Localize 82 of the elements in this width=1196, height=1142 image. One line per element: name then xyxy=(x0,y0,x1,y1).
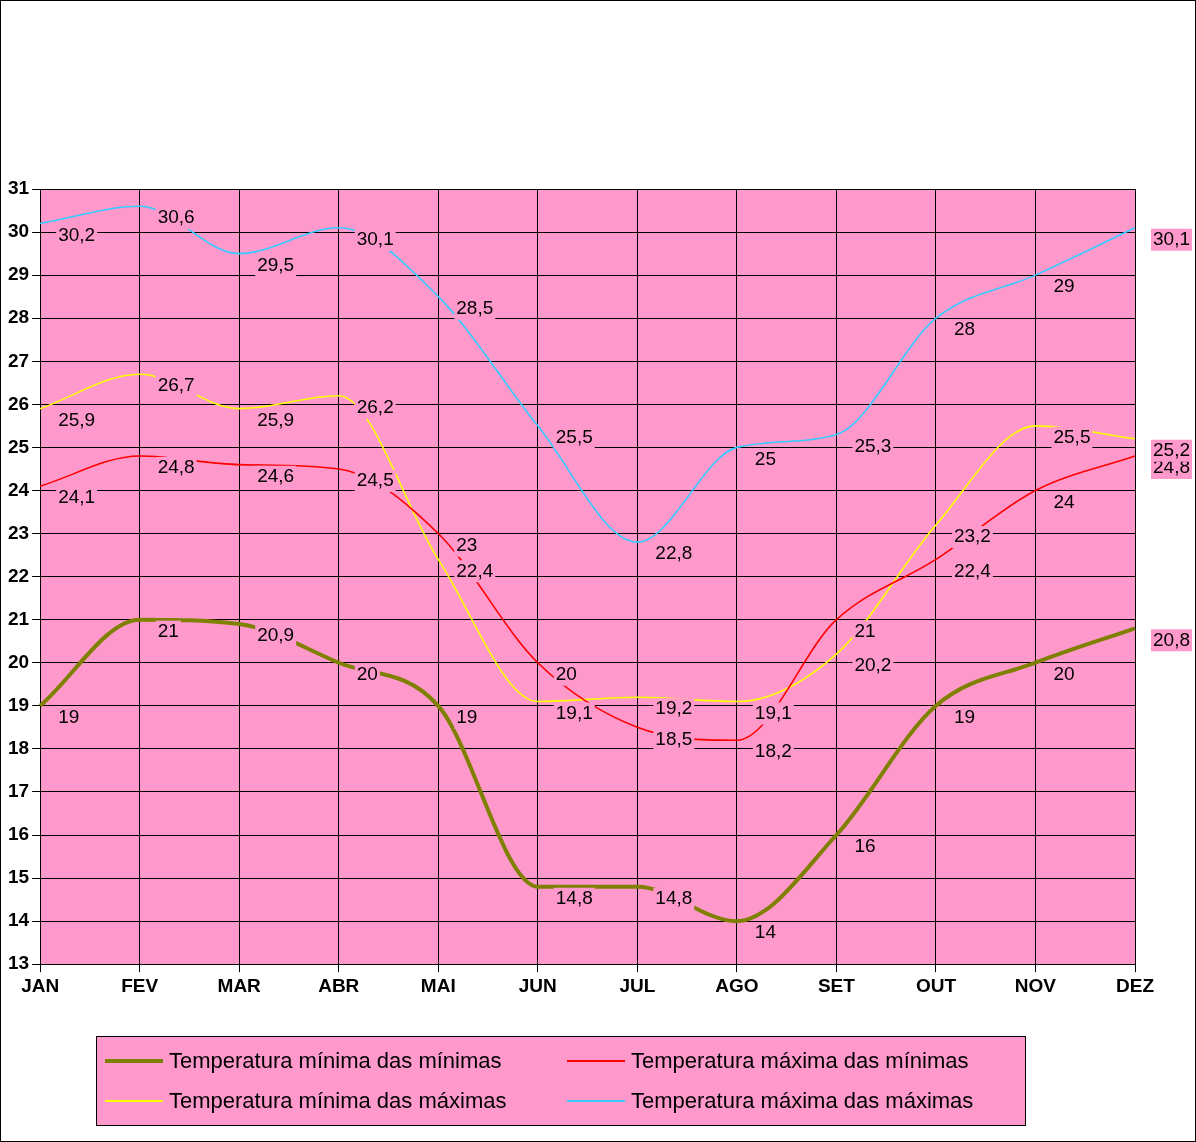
data-label: 14 xyxy=(754,921,777,943)
legend-label: Temperatura mínima das mínimas xyxy=(169,1048,502,1074)
data-label: 21 xyxy=(157,619,179,641)
x-tick-label: MAI xyxy=(420,974,456,996)
data-label: 19,1 xyxy=(754,701,792,723)
data-label: 30,6 xyxy=(157,206,195,228)
data-label: 25,9 xyxy=(58,408,96,430)
x-tick-label: ABR xyxy=(318,974,360,996)
y-tick-label: 14 xyxy=(7,909,30,931)
data-label: 28,5 xyxy=(456,296,494,318)
data-label: 20 xyxy=(356,662,378,684)
data-label: 20,9 xyxy=(257,624,295,646)
data-label: 22,8 xyxy=(655,542,693,564)
y-tick-label: 31 xyxy=(7,177,30,199)
data-label: 22,4 xyxy=(953,559,992,581)
data-label: 18,2 xyxy=(754,740,792,762)
y-tick-label: 26 xyxy=(7,392,30,414)
y-tick-label: 19 xyxy=(7,694,30,716)
y-tick-label: 17 xyxy=(7,780,30,802)
data-label: 28 xyxy=(953,318,976,340)
x-tick-label: JUN xyxy=(518,974,557,996)
x-tick-label: JAN xyxy=(21,974,60,996)
data-label: 20 xyxy=(555,662,577,684)
x-tick-label: SET xyxy=(817,974,856,996)
x-tick-label: JUL xyxy=(619,974,656,996)
data-label: 14,8 xyxy=(555,886,593,908)
data-label: 22,4 xyxy=(456,559,494,581)
y-tick-label: 13 xyxy=(7,952,30,974)
y-tick-label: 30 xyxy=(7,220,30,242)
data-label: 30,2 xyxy=(58,223,96,245)
data-label: 20 xyxy=(1053,662,1075,684)
data-label: 25,5 xyxy=(555,426,593,448)
data-label: 19 xyxy=(953,706,976,728)
data-label: 19,1 xyxy=(555,701,593,723)
data-label: 24,6 xyxy=(257,464,295,486)
data-label: 24,1 xyxy=(58,486,96,508)
y-tick-label: 27 xyxy=(7,349,30,371)
data-label: 24,8 xyxy=(157,456,195,478)
data-label: 30,1 xyxy=(356,227,394,249)
y-tick-label: 23 xyxy=(7,521,30,543)
data-label: 25,2 xyxy=(1153,439,1190,461)
legend-label: Temperatura máxima das mínimas xyxy=(631,1048,969,1074)
x-tick-label: AGO xyxy=(715,974,759,996)
y-tick-label: 25 xyxy=(7,435,30,457)
data-label: 25,9 xyxy=(257,408,295,430)
x-tick-label: MAR xyxy=(217,974,262,996)
data-label: 26,7 xyxy=(157,374,195,396)
data-label: 30,1 xyxy=(1153,227,1190,249)
y-tick-label: 20 xyxy=(7,650,30,672)
legend-label: Temperatura mínima das máximas xyxy=(169,1088,507,1114)
y-tick-label: 29 xyxy=(7,263,30,285)
data-label: 24,5 xyxy=(356,469,394,491)
data-label: 19 xyxy=(58,706,80,728)
y-tick-label: 15 xyxy=(7,866,30,888)
data-label: 19,2 xyxy=(655,697,693,719)
data-label: 14,8 xyxy=(655,886,693,908)
x-tick-label: DEZ xyxy=(1116,974,1155,996)
y-tick-label: 21 xyxy=(7,607,30,629)
data-label: 29,5 xyxy=(257,253,295,275)
data-label: 29 xyxy=(1053,275,1075,297)
data-label: 23 xyxy=(456,533,478,555)
data-label: 16 xyxy=(854,835,876,857)
y-tick-label: 18 xyxy=(7,737,30,759)
legend-label: Temperatura máxima das máximas xyxy=(631,1088,974,1114)
x-tick-label: OUT xyxy=(915,974,957,996)
data-label: 25,5 xyxy=(1053,426,1091,448)
data-label: 26,2 xyxy=(356,395,394,417)
y-tick-label: 24 xyxy=(7,478,30,500)
x-tick-label: NOV xyxy=(1014,974,1057,996)
x-tick-label: FEV xyxy=(121,974,159,996)
data-label: 20,2 xyxy=(854,654,892,676)
data-label: 25,3 xyxy=(854,434,892,456)
y-tick-label: 16 xyxy=(7,823,30,845)
y-tick-label: 22 xyxy=(7,564,30,586)
data-label: 20,8 xyxy=(1153,628,1190,650)
data-label: 25 xyxy=(754,447,777,469)
data-label: 23,2 xyxy=(953,525,991,547)
data-label: 21 xyxy=(854,619,876,641)
data-label: 19 xyxy=(456,706,478,728)
data-label: 24 xyxy=(1053,490,1076,512)
data-label: 18,5 xyxy=(655,727,693,749)
y-tick-label: 28 xyxy=(7,306,30,328)
